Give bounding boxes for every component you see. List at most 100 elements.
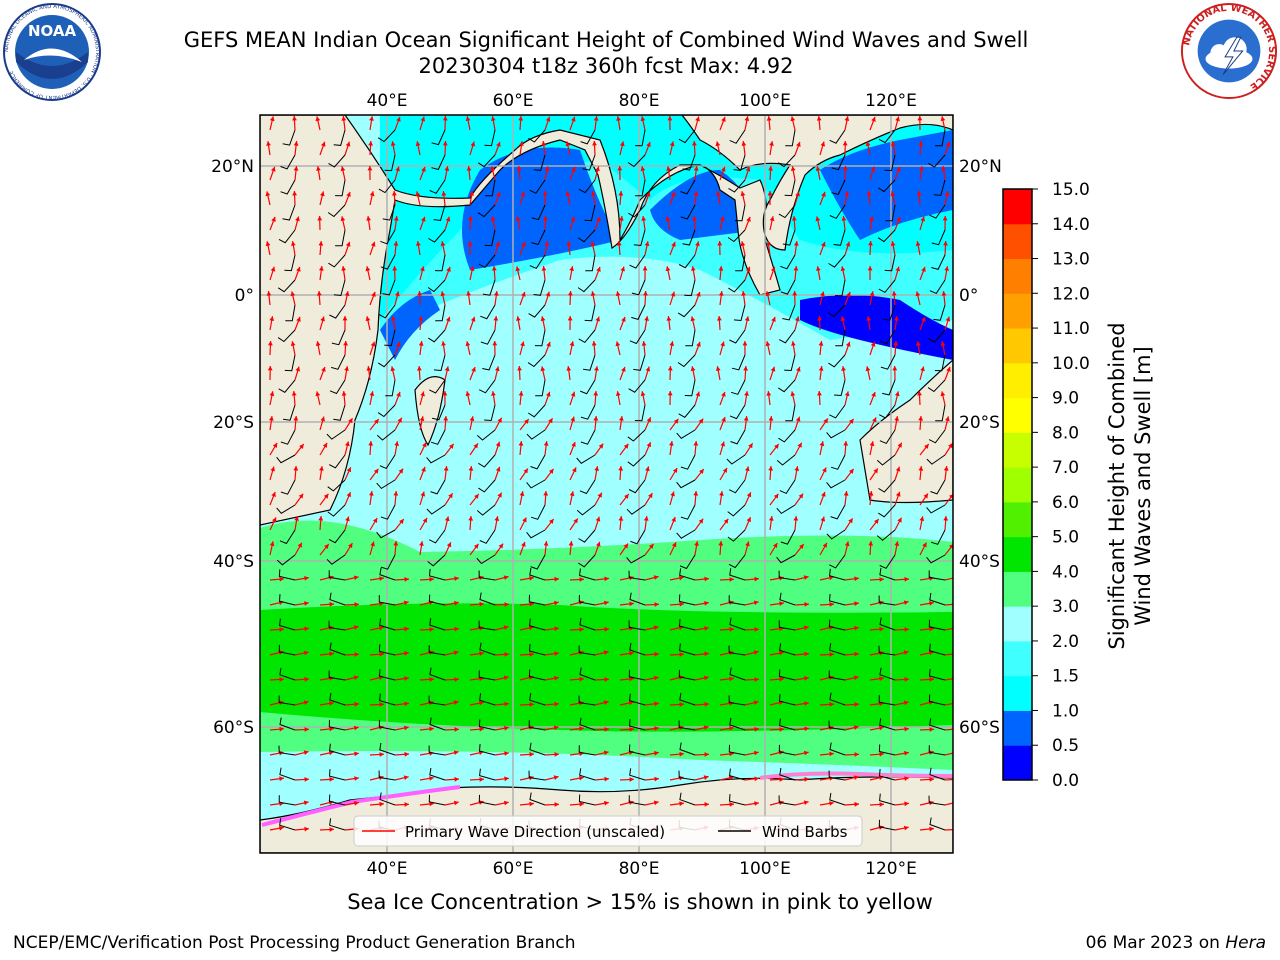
wind-barb [379,454,396,470]
wind-barb [678,619,696,631]
colorbar-segment [1003,293,1032,329]
wind-barb [280,154,296,170]
wind-barb [828,670,846,681]
wave-arrow-head [371,291,376,297]
wind-barb [579,768,596,781]
wind-barb [878,595,896,606]
colorbar-tick-label: 15.0 [1052,180,1090,200]
wave-direction-arrow [944,678,953,681]
colorbar-tick-label: 13.0 [1052,250,1090,270]
wave-arrow-head [544,241,550,246]
lat-label-right: 0° [959,286,978,306]
wave-arrow-head [390,366,396,372]
wave-arrow-head [593,391,599,396]
wave-arrow-head [703,675,709,681]
wave-arrow-head [579,726,584,732]
wave-arrow-head [404,751,409,757]
wave-arrow-head [319,466,324,471]
wave-arrow-head [519,491,525,497]
wave-arrow-head [429,577,434,582]
wind-barb [578,594,596,606]
wave-arrow-head [604,776,609,782]
wind-barb [679,742,696,756]
wind-barb [478,719,496,731]
wave-arrow-head [703,725,709,730]
wave-arrow-head [665,216,671,222]
wind-barb [629,693,646,706]
wave-arrow-head [840,316,846,322]
wave-arrow-head [854,625,859,631]
wave-arrow-head [754,801,759,806]
wind-barb [279,667,296,681]
wave-arrow-head [746,492,752,498]
wave-arrow-head [718,541,724,546]
wave-arrow-head [329,827,334,832]
wind-barb [583,354,596,371]
wave-arrow-head [616,116,621,121]
lat-label-left: 20°N [211,157,254,177]
wave-arrow-head [873,468,878,474]
wind-barb [728,744,746,756]
wave-arrow-head [654,701,659,707]
wave-arrow-head [872,417,877,423]
wave-arrow-head [542,191,548,196]
wind-barb [627,154,646,168]
wave-arrow-head [869,291,875,297]
wave-arrow-head [420,116,426,122]
wave-arrow-head [679,702,684,707]
wave-arrow-head [854,752,859,757]
wind-barb [878,504,896,518]
wind-barb [380,229,396,245]
wave-arrow-head [345,441,350,447]
lat-label-right: 60°S [959,718,1000,738]
wind-barb [529,618,546,631]
colorbar-tick-label: 9.0 [1052,389,1079,409]
wave-arrow-head [829,751,834,757]
wave-arrow-head [770,266,776,272]
wave-arrow-head [853,675,859,681]
wind-barb [878,404,896,419]
wave-arrow-head [921,316,926,322]
wind-barb [478,794,496,806]
wave-arrow-head [579,577,584,582]
wave-arrow-head [794,466,800,471]
wind-barb [882,304,896,321]
wind-barb [531,229,546,246]
wave-arrow-head [291,241,296,246]
wave-arrow-head [804,701,809,706]
wind-barb [628,570,646,581]
wind-barb [676,479,696,489]
wave-arrow-head [554,626,559,632]
wind-barb [428,568,446,581]
wave-arrow-head [369,116,374,121]
wind-barb [379,693,396,706]
wave-arrow-head [541,141,547,146]
wind-barb [479,693,496,706]
wave-arrow-head [543,441,549,446]
colorbar-tick-label: 1.5 [1052,667,1079,687]
wave-arrow-head [520,341,525,347]
wave-arrow-head [269,541,275,547]
wind-barb [376,479,396,490]
wind-barb [433,204,446,221]
wind-barb [826,529,846,540]
wave-arrow-head [344,366,349,371]
wave-arrow-head [591,191,596,196]
colorbar-tick-label: 5.0 [1052,528,1079,548]
wind-barb [880,329,896,345]
wind-barb [482,354,496,371]
wind-barb [829,643,846,656]
wave-arrow-head [440,241,446,247]
wind-barb [679,643,696,656]
wind-barb [579,479,596,495]
wind-barb [528,404,546,418]
wave-arrow-head [522,517,527,523]
wave-arrow-head [541,266,547,271]
wind-barb [878,129,896,144]
wave-arrow-head [868,491,874,496]
wind-barb [278,745,296,756]
wind-barb [377,404,396,418]
wind-barb [380,554,396,570]
wave-arrow-head [448,493,453,499]
wind-barb [929,279,946,295]
